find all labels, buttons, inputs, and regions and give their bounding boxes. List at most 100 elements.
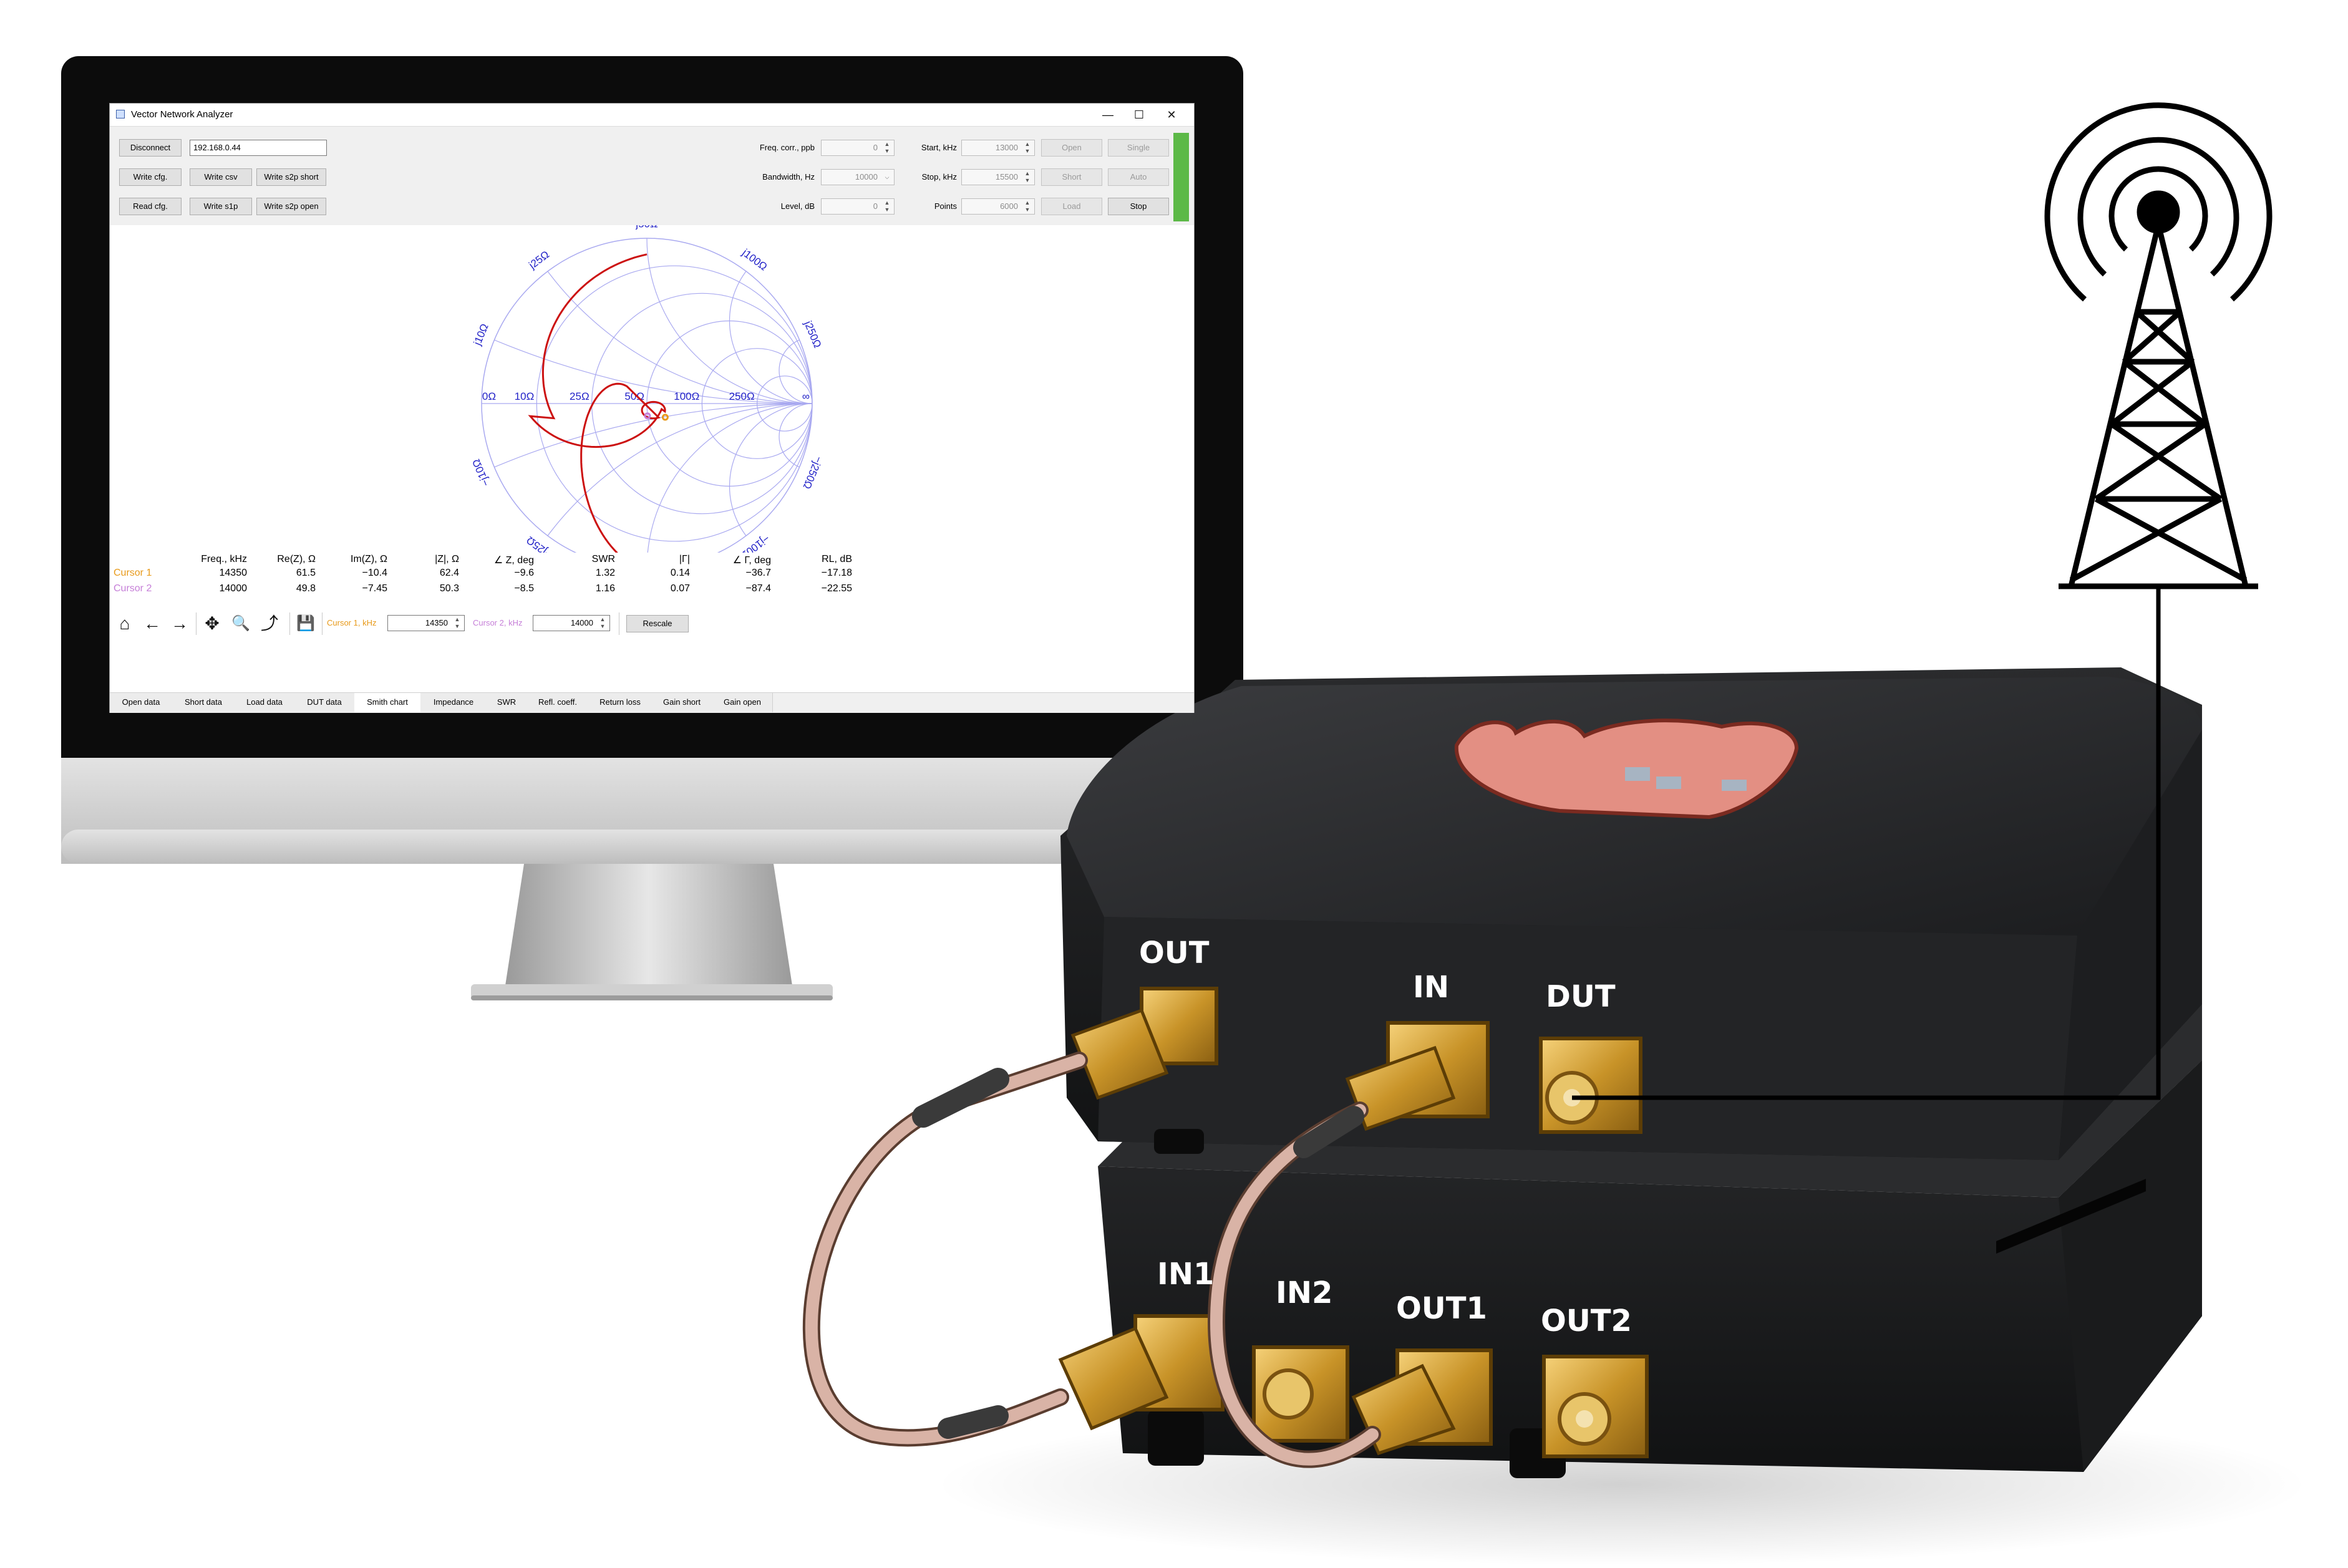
table-header: Im(Z), Ω (350, 554, 387, 564)
bandwidth-label: Bandwidth, Hz (762, 172, 815, 181)
close-button[interactable]: ✕ (1167, 109, 1176, 121)
single-button[interactable]: Single (1108, 139, 1169, 157)
table-cell: −7.45 (362, 583, 387, 594)
spin-arrows-icon[interactable]: ▲ ▼ (1024, 141, 1031, 154)
tab-swr[interactable]: SWR (487, 693, 527, 712)
table-cell: −87.4 (745, 583, 771, 594)
points-label: Points (934, 201, 957, 211)
back-arrow-icon[interactable]: ← (143, 614, 161, 633)
smith-chart[interactable]: 0Ω10Ω25Ω50Ω100Ω250Ω∞j10Ωj25Ωj50Ωj100Ωj25… (110, 225, 1194, 553)
resistance-label: 0Ω (482, 390, 496, 402)
table-cell: −8.5 (514, 583, 534, 594)
coax-cables (802, 1052, 1381, 1468)
reactance-arc (729, 238, 812, 404)
write-csv-button[interactable]: Write csv (190, 168, 252, 186)
reactance-label: j10Ω (471, 322, 491, 347)
spin-arrows-icon[interactable]: ▲ ▼ (884, 141, 890, 154)
table-cell: 1.16 (595, 583, 615, 594)
cursor-2-marker[interactable] (644, 412, 651, 420)
tab-gain-short[interactable]: Gain short (651, 693, 713, 712)
table-cell: −36.7 (745, 568, 771, 578)
table-cell: −9.6 (514, 568, 534, 578)
reactance-label: −j250Ω (801, 455, 825, 491)
table-header: Freq., kHz (201, 554, 247, 564)
spin-arrows-icon[interactable]: ▲ ▼ (884, 200, 890, 213)
start-spinbox[interactable]: 13000 ▲ ▼ (961, 140, 1035, 156)
table-cell: 0.14 (670, 568, 690, 578)
tab-refl-coeff[interactable]: Refl. coeff. (526, 693, 589, 712)
write-s2p-short-button[interactable]: Write s2p short (256, 168, 326, 186)
minimize-button[interactable]: — (1102, 109, 1113, 121)
reactance-arc (779, 337, 812, 404)
smith-labels: 0Ω10Ω25Ω50Ω100Ω250Ω∞j10Ωj25Ωj50Ωj100Ωj25… (470, 225, 825, 553)
short-cal-button[interactable]: Short (1041, 168, 1102, 186)
freq-corr-spinbox[interactable]: 0 ▲ ▼ (821, 140, 895, 156)
address-input[interactable]: 192.168.0.44 (190, 140, 327, 156)
reactance-label: −j10Ω (470, 457, 492, 488)
table-cell: 50.3 (439, 583, 459, 594)
spin-arrows-icon[interactable]: ▲ ▼ (599, 616, 606, 629)
table-header: SWR (591, 554, 615, 564)
write-cfg-button[interactable]: Write cfg. (119, 168, 182, 186)
open-cal-button[interactable]: Open (1041, 139, 1102, 157)
table-cell: 0.07 (670, 583, 690, 594)
disconnect-button[interactable]: Disconnect (119, 139, 182, 157)
resistance-label: 25Ω (570, 390, 589, 402)
tab-gain-open[interactable]: Gain open (712, 693, 773, 712)
tab-dut-data[interactable]: DUT data (294, 693, 355, 712)
level-label: Level, dB (780, 201, 815, 211)
tab-open-data[interactable]: Open data (110, 693, 173, 712)
pan-icon[interactable]: ✥ (205, 614, 220, 633)
plot-toolbar: ⌂ ← → ✥ 🔍 ⤴ 💾 Cursor 1, kHz 14350 ▲ ▼ Curs… (110, 609, 1194, 637)
maximize-button[interactable]: ☐ (1133, 109, 1145, 121)
zoom-icon[interactable]: 🔍 (231, 615, 250, 632)
app-icon (116, 110, 125, 119)
reactance-label: j100Ω (739, 246, 769, 273)
tab-load-data[interactable]: Load data (235, 693, 295, 712)
toolbar-divider (322, 612, 323, 635)
load-cal-button[interactable]: Load (1041, 198, 1102, 215)
spin-arrows-icon[interactable]: ▲ ▼ (1024, 200, 1031, 213)
stop-button[interactable]: Stop (1108, 198, 1169, 215)
read-cfg-button[interactable]: Read cfg. (119, 198, 182, 215)
tab-bar: Open data Short data Load data DUT data Smit… (110, 692, 1194, 713)
table-cell: 14350 (219, 568, 248, 578)
tab-short-data[interactable]: Short data (172, 693, 235, 712)
table-cell: 1.32 (595, 568, 615, 578)
reactance-label: j25Ω (526, 248, 552, 271)
resistance-label: 10Ω (515, 390, 535, 402)
bandwidth-select[interactable]: 10000 ⌵ (821, 169, 895, 185)
cursor-2-label: Cursor 2, kHz (473, 618, 523, 627)
table-cell: −17.18 (821, 568, 852, 578)
rescale-button[interactable]: Rescale (626, 615, 689, 632)
subplot-config-icon[interactable]: ⤴ (260, 614, 278, 633)
auto-button[interactable]: Auto (1108, 168, 1169, 186)
plot-area[interactable]: 0Ω10Ω25Ω50Ω100Ω250Ω∞j10Ωj25Ωj50Ωj100Ωj25… (110, 225, 1194, 553)
points-spinbox[interactable]: 6000 ▲ ▼ (961, 198, 1035, 215)
cursor-1-marker[interactable] (661, 414, 669, 421)
save-icon[interactable]: 💾 (296, 615, 315, 632)
chevron-down-icon[interactable]: ⌵ (885, 174, 890, 180)
table-header: ∠ Z, deg (493, 555, 534, 566)
cursor-table: Freq., kHz Re(Z), Ω Im(Z), Ω |Z|, Ω ∠ Z, deg… (110, 554, 1194, 605)
impedance-trace (528, 253, 666, 553)
cursor-2-spinbox[interactable]: 14000 ▲ ▼ (533, 615, 610, 631)
stop-spinbox[interactable]: 15500 ▲ ▼ (961, 169, 1035, 185)
spin-arrows-icon[interactable]: ▲ ▼ (1024, 170, 1031, 183)
write-s1p-button[interactable]: Write s1p (190, 198, 252, 215)
table-header: RL, dB (822, 554, 852, 564)
tab-smith-chart[interactable]: Smith chart (354, 693, 421, 712)
start-label: Start, kHz (921, 143, 957, 152)
cursor-1-spinbox[interactable]: 14350 ▲ ▼ (387, 615, 465, 631)
tab-impedance[interactable]: Impedance (420, 693, 487, 712)
antenna-tower-icon (2044, 102, 2273, 589)
home-icon[interactable]: ⌂ (119, 614, 130, 633)
reactance-label: j250Ω (802, 319, 823, 350)
spin-arrows-icon[interactable]: ▲ ▼ (454, 616, 460, 629)
table-header: |Γ| (679, 554, 690, 564)
level-spinbox[interactable]: 0 ▲ ▼ (821, 198, 895, 215)
forward-arrow-icon[interactable]: → (171, 614, 188, 633)
write-s2p-open-button[interactable]: Write s2p open (256, 198, 326, 215)
tab-return-loss[interactable]: Return loss (589, 693, 652, 712)
antenna-wire (1572, 586, 2161, 1100)
